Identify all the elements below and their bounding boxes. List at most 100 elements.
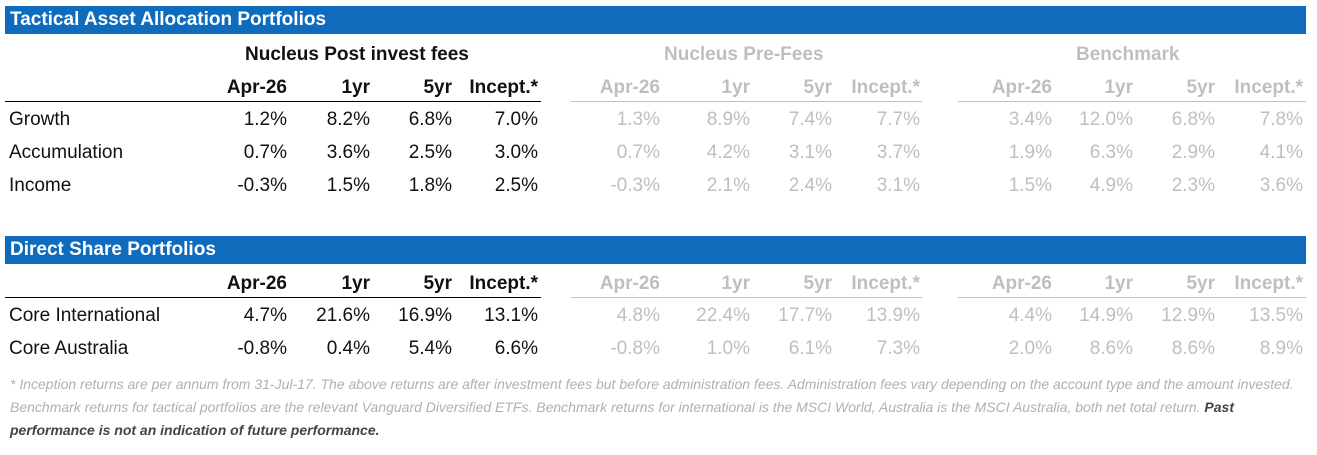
- cell-pre: 7.4%: [788, 109, 832, 130]
- cell-post: 5.4%: [408, 338, 452, 359]
- col-header-post-0: Apr-26: [226, 273, 287, 294]
- col-header-pre-2: 5yr: [803, 77, 832, 98]
- cell-bench: 4.9%: [1089, 175, 1133, 196]
- cell-post: 6.8%: [408, 109, 452, 130]
- cell-post: 1.2%: [243, 109, 287, 130]
- cell-pre: 2.1%: [706, 175, 750, 196]
- col-header-bench-2: 5yr: [1186, 273, 1215, 294]
- footnote-text: * Inception returns are per annum from 3…: [10, 376, 1294, 415]
- cell-bench: 7.8%: [1259, 109, 1303, 130]
- header-underline-bench: [958, 297, 1306, 298]
- cell-bench: 2.0%: [1008, 338, 1052, 359]
- cell-pre: 3.1%: [876, 175, 920, 196]
- col-header-post-0: Apr-26: [226, 77, 287, 98]
- cell-post: 0.4%: [326, 338, 370, 359]
- footnote-emphasis: Past performance is not an indication of…: [10, 399, 1234, 438]
- cell-bench: 6.8%: [1171, 109, 1215, 130]
- cell-post: 2.5%: [494, 175, 538, 196]
- header-underline-post: [5, 297, 541, 298]
- cell-post: 3.6%: [326, 142, 370, 163]
- cell-bench: 12.0%: [1079, 109, 1133, 130]
- col-header-post-3: Incept.*: [469, 273, 538, 294]
- section-title-direct-share: Direct Share Portfolios: [5, 236, 1306, 264]
- col-header-bench-2: 5yr: [1186, 77, 1215, 98]
- header-underline-bench: [958, 101, 1306, 102]
- col-header-bench-0: Apr-26: [991, 77, 1052, 98]
- cell-bench: 1.5%: [1008, 175, 1052, 196]
- cell-post: 6.6%: [494, 338, 538, 359]
- group-header-pre-fees: Nucleus Pre-Fees: [664, 44, 824, 65]
- cell-bench: 8.6%: [1171, 338, 1215, 359]
- cell-bench: 12.9%: [1161, 305, 1215, 326]
- col-header-pre-2: 5yr: [803, 273, 832, 294]
- cell-post: 8.2%: [326, 109, 370, 130]
- cell-post: 0.7%: [243, 142, 287, 163]
- col-header-pre-1: 1yr: [721, 77, 750, 98]
- col-header-post-2: 5yr: [423, 273, 452, 294]
- col-header-bench-0: Apr-26: [991, 273, 1052, 294]
- cell-bench: 2.3%: [1171, 175, 1215, 196]
- col-header-pre-1: 1yr: [721, 273, 750, 294]
- cell-pre: 4.8%: [616, 305, 660, 326]
- cell-post: -0.8%: [237, 338, 287, 359]
- cell-bench: 13.5%: [1249, 305, 1303, 326]
- row-label: Income: [9, 175, 72, 196]
- cell-post: 7.0%: [494, 109, 538, 130]
- cell-post: 1.8%: [408, 175, 452, 196]
- cell-post: 1.5%: [326, 175, 370, 196]
- cell-pre: 4.2%: [706, 142, 750, 163]
- col-header-post-3: Incept.*: [469, 77, 538, 98]
- cell-bench: 14.9%: [1079, 305, 1133, 326]
- col-header-pre-0: Apr-26: [599, 273, 660, 294]
- row-label: Core International: [9, 305, 161, 326]
- col-header-post-1: 1yr: [341, 273, 370, 294]
- col-header-bench-1: 1yr: [1104, 77, 1133, 98]
- cell-pre: 0.7%: [616, 142, 660, 163]
- cell-bench: 8.6%: [1089, 338, 1133, 359]
- cell-pre: 3.1%: [788, 142, 832, 163]
- cell-post: 21.6%: [316, 305, 370, 326]
- cell-post: 3.0%: [494, 142, 538, 163]
- cell-pre: 7.7%: [876, 109, 920, 130]
- cell-bench: 3.4%: [1008, 109, 1052, 130]
- cell-pre: 3.7%: [876, 142, 920, 163]
- header-underline-pre: [571, 297, 922, 298]
- cell-pre: 13.9%: [866, 305, 920, 326]
- cell-pre: 7.3%: [876, 338, 920, 359]
- section-title-tactical: Tactical Asset Allocation Portfolios: [5, 6, 1306, 34]
- header-underline-post: [5, 101, 541, 102]
- row-label: Accumulation: [9, 142, 124, 163]
- col-header-pre-0: Apr-26: [599, 77, 660, 98]
- cell-post: 2.5%: [408, 142, 452, 163]
- cell-post: 13.1%: [484, 305, 538, 326]
- cell-pre: -0.3%: [610, 175, 660, 196]
- col-header-post-2: 5yr: [423, 77, 452, 98]
- cell-post: -0.3%: [237, 175, 287, 196]
- cell-pre: 17.7%: [778, 305, 832, 326]
- col-header-pre-3: Incept.*: [851, 273, 920, 294]
- cell-bench: 6.3%: [1089, 142, 1133, 163]
- cell-bench: 2.9%: [1171, 142, 1215, 163]
- cell-bench: 1.9%: [1008, 142, 1052, 163]
- footnote: * Inception returns are per annum from 3…: [10, 373, 1300, 442]
- cell-post: 16.9%: [398, 305, 452, 326]
- cell-pre: 1.3%: [616, 109, 660, 130]
- col-header-bench-3: Incept.*: [1234, 77, 1303, 98]
- cell-pre: 22.4%: [696, 305, 750, 326]
- row-label: Growth: [9, 109, 71, 130]
- cell-pre: -0.8%: [610, 338, 660, 359]
- group-header-post-fees: Nucleus Post invest fees: [245, 44, 469, 65]
- cell-post: 4.7%: [243, 305, 287, 326]
- col-header-pre-3: Incept.*: [851, 77, 920, 98]
- cell-bench: 8.9%: [1259, 338, 1303, 359]
- header-underline-pre: [571, 101, 922, 102]
- row-label: Core Australia: [9, 338, 129, 359]
- group-header-benchmark: Benchmark: [1076, 44, 1180, 65]
- cell-bench: 4.1%: [1259, 142, 1303, 163]
- cell-pre: 8.9%: [706, 109, 750, 130]
- col-header-bench-1: 1yr: [1104, 273, 1133, 294]
- cell-pre: 2.4%: [788, 175, 832, 196]
- cell-bench: 3.6%: [1259, 175, 1303, 196]
- cell-bench: 4.4%: [1008, 305, 1052, 326]
- cell-pre: 6.1%: [788, 338, 832, 359]
